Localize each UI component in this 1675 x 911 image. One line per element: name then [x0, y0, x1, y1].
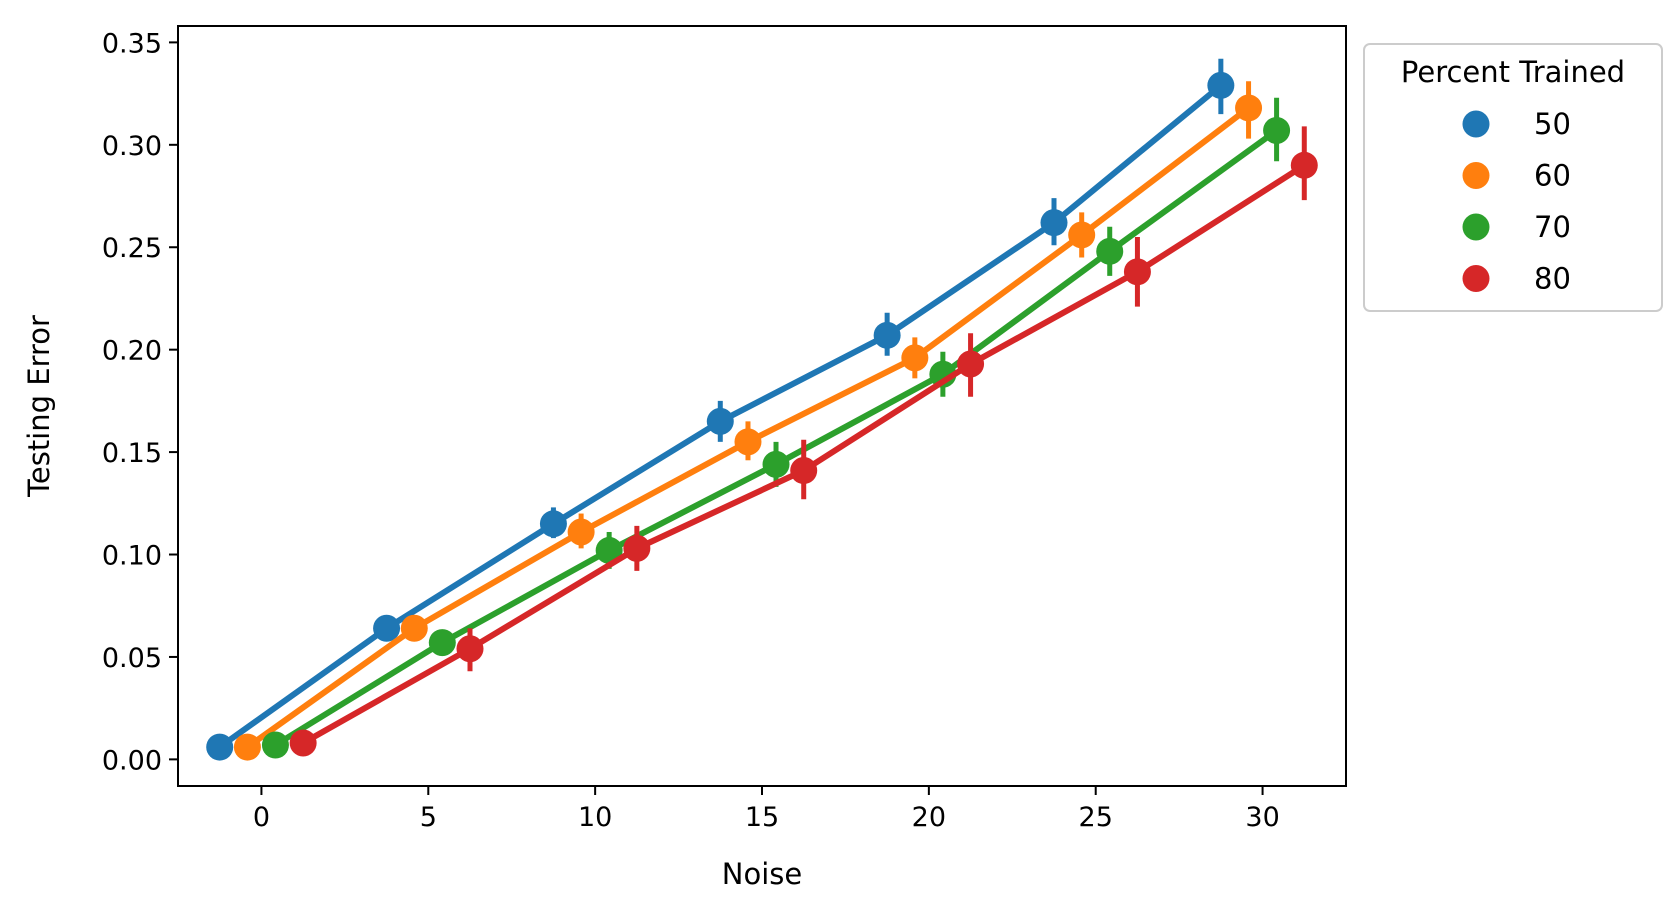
- data-point: [206, 733, 234, 761]
- x-tick-label: 15: [745, 802, 779, 833]
- legend-marker: [1462, 213, 1490, 241]
- legend-entry: 80: [1462, 262, 1571, 296]
- x-tick-label: 0: [253, 802, 270, 833]
- x-axis: 0 5 10 15 20 25 30: [253, 786, 1280, 833]
- data-point: [1235, 94, 1263, 122]
- data-point: [1207, 71, 1235, 99]
- data-point: [734, 428, 762, 456]
- data-point: [957, 350, 985, 378]
- data-point: [623, 534, 651, 562]
- legend-frame: [1363, 43, 1663, 312]
- x-tick-label: 10: [578, 802, 612, 833]
- series-70: [261, 97, 1291, 759]
- legend-entry: 70: [1462, 210, 1571, 244]
- legend: Percent Trained 50 60 70 80: [1363, 43, 1663, 312]
- y-tick-label: 0.00: [102, 745, 162, 776]
- y-tick-label: 0.25: [102, 233, 162, 264]
- y-axis-title: Testing Error: [22, 315, 56, 498]
- legend-marker: [1462, 162, 1490, 189]
- data-point: [790, 457, 818, 485]
- y-axis: 0.00 0.05 0.10 0.15 0.20 0.25 0.30 0.35: [102, 28, 178, 776]
- data-point: [1263, 116, 1291, 144]
- data-point: [428, 629, 456, 657]
- data-point: [567, 518, 595, 546]
- data-point: [1290, 151, 1318, 179]
- data-point: [873, 321, 901, 349]
- series-60: [233, 81, 1263, 761]
- legend-label: 80: [1534, 262, 1571, 296]
- series-50: [206, 58, 1235, 761]
- legend-marker: [1462, 110, 1490, 138]
- legend-marker: [1462, 265, 1490, 292]
- legend-label: 60: [1534, 159, 1571, 193]
- data-point: [706, 407, 734, 435]
- x-tick-label: 20: [912, 802, 946, 833]
- y-tick-label: 0.35: [102, 28, 162, 59]
- data-point: [1123, 258, 1151, 286]
- series-80: [289, 126, 1318, 757]
- y-tick-label: 0.20: [102, 336, 162, 367]
- y-tick-label: 0.05: [102, 643, 162, 674]
- data-point: [595, 536, 623, 564]
- y-tick-label: 0.15: [102, 438, 162, 469]
- data-point: [400, 614, 428, 642]
- x-tick-label: 30: [1245, 802, 1279, 833]
- y-tick-label: 0.30: [102, 131, 162, 162]
- x-axis-title: Noise: [722, 857, 802, 891]
- data-point: [233, 733, 261, 761]
- legend-label: 50: [1534, 107, 1571, 141]
- plot-area: [206, 58, 1318, 761]
- data-point: [929, 360, 957, 388]
- data-point: [1096, 237, 1124, 265]
- legend-label: 70: [1534, 210, 1571, 244]
- data-point: [901, 344, 929, 372]
- data-point: [1040, 209, 1068, 237]
- data-point: [456, 635, 484, 663]
- x-tick-label: 25: [1079, 802, 1113, 833]
- data-point: [373, 614, 401, 642]
- data-point: [261, 731, 289, 759]
- data-point: [289, 729, 317, 757]
- x-tick-label: 5: [420, 802, 437, 833]
- legend-entry: 60: [1462, 159, 1571, 193]
- y-tick-label: 0.10: [102, 541, 162, 572]
- legend-entry: 50: [1462, 107, 1571, 141]
- data-point: [539, 510, 567, 538]
- series-line: [273, 128, 1279, 748]
- data-point: [1068, 221, 1096, 249]
- data-point: [762, 450, 790, 478]
- legend-title: Percent Trained: [1401, 55, 1625, 89]
